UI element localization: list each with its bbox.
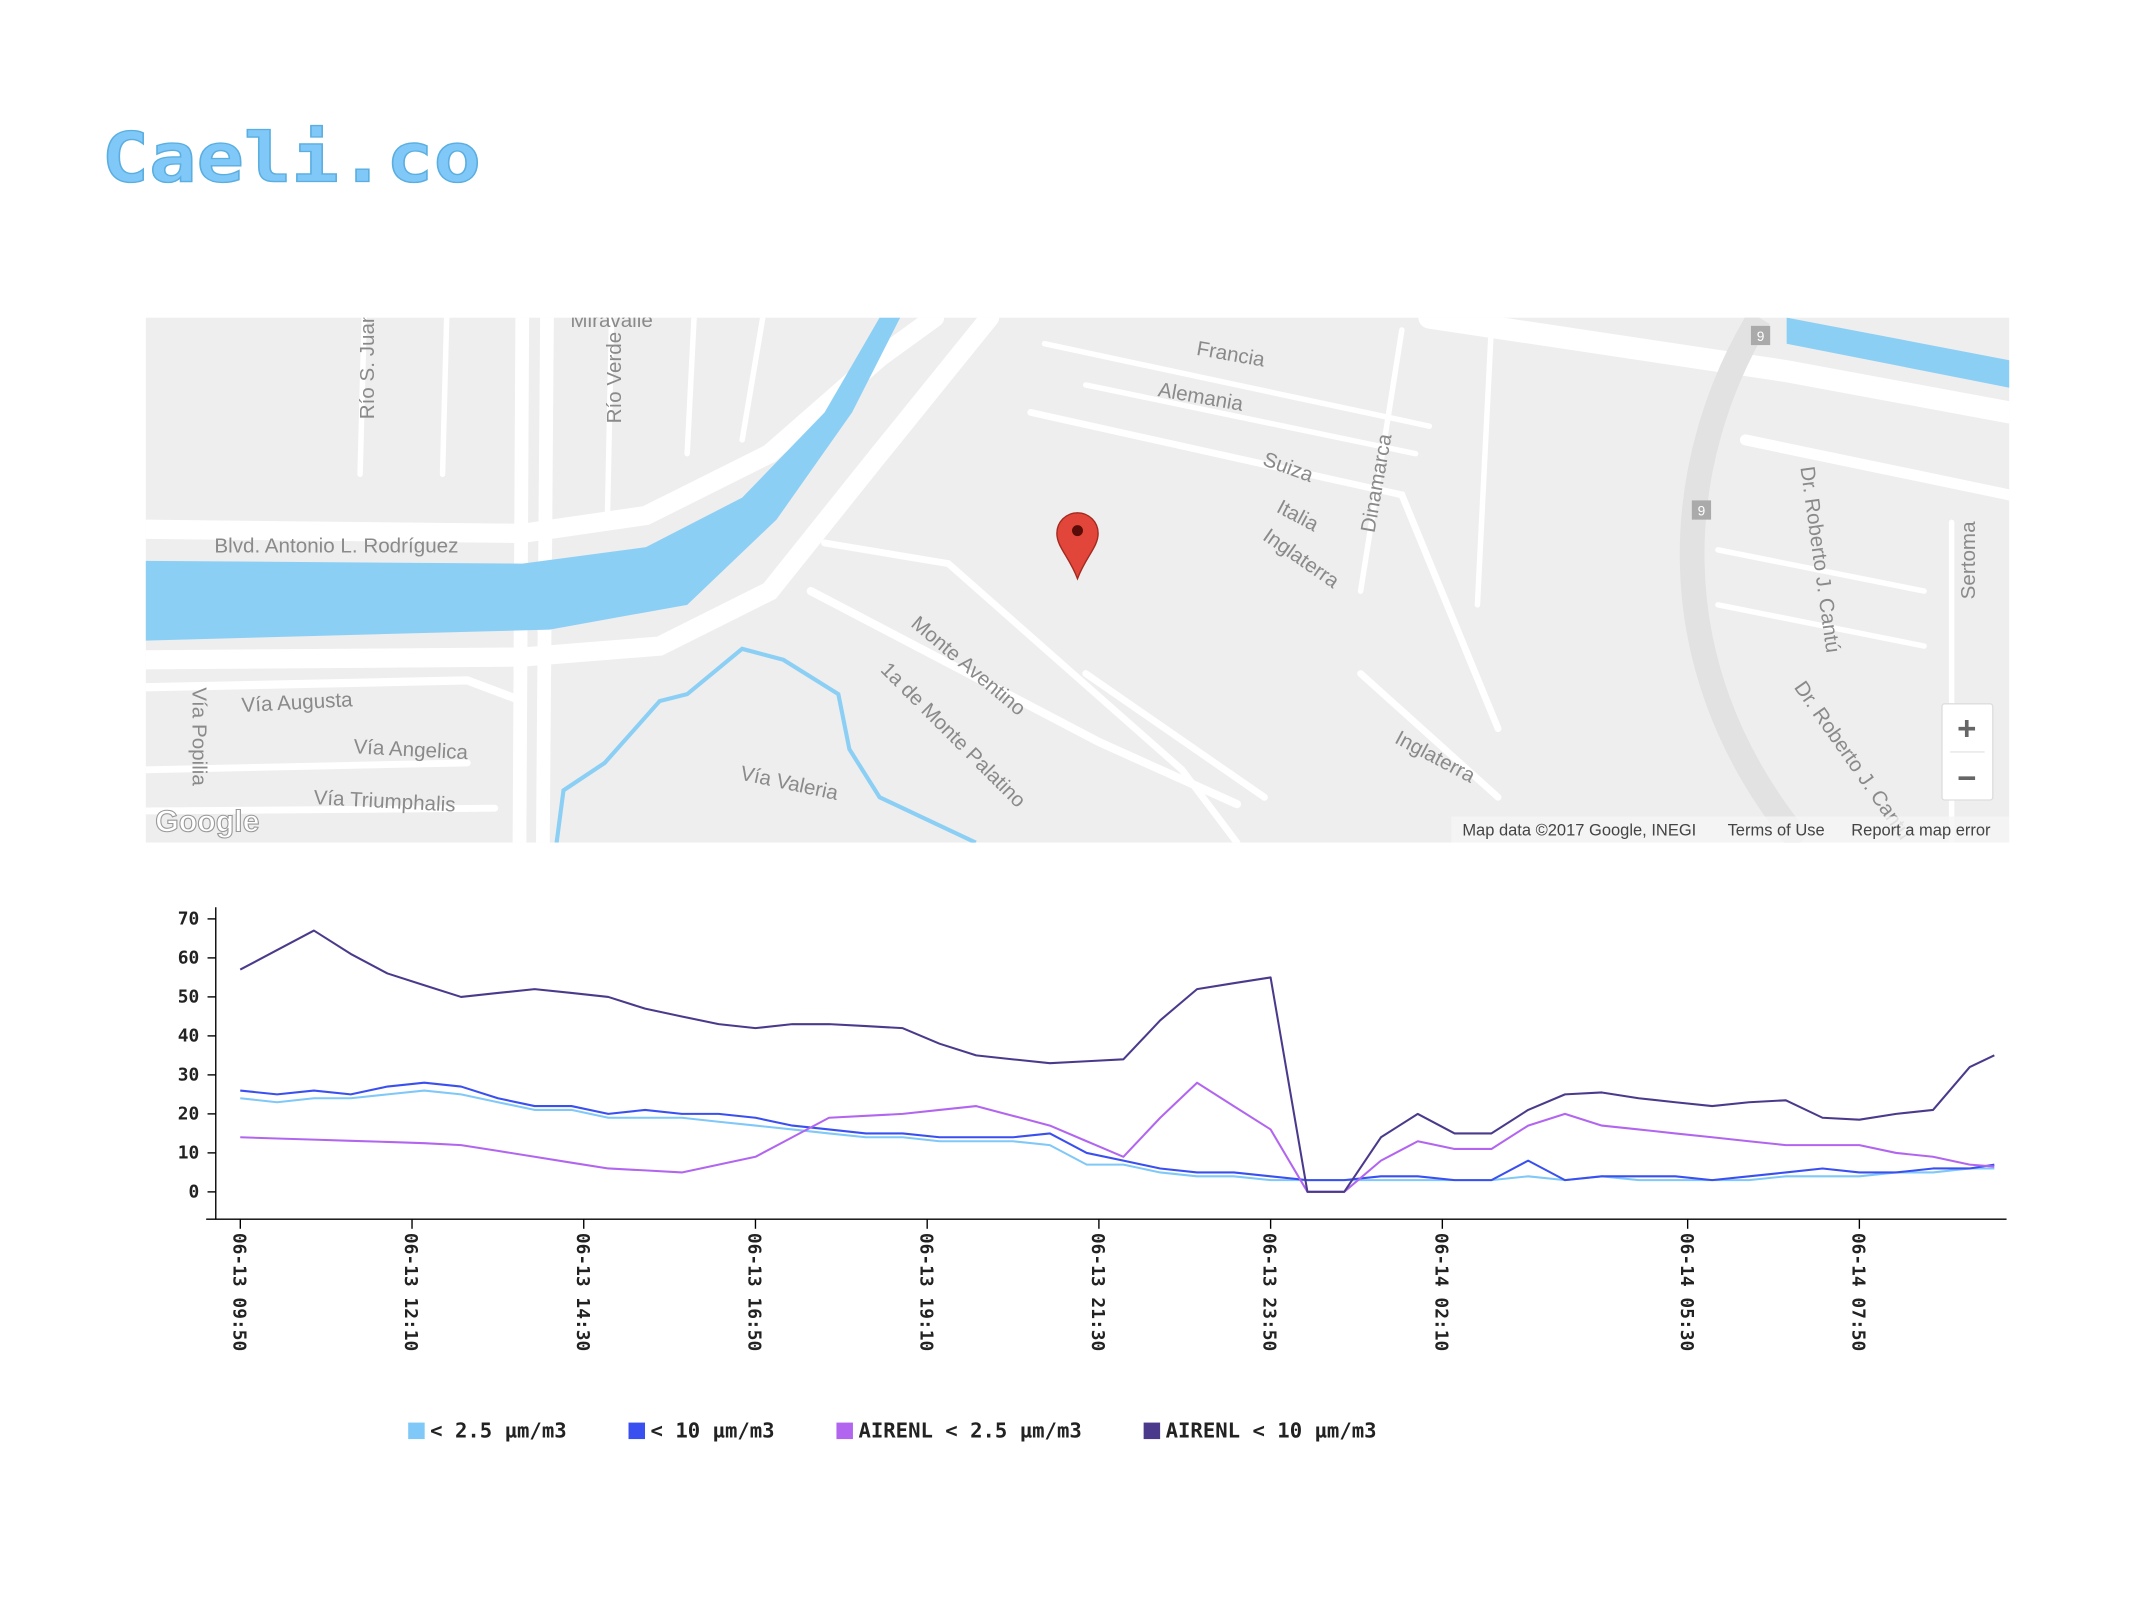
roads: [145, 317, 2010, 843]
zoom-control: + −: [1941, 703, 1994, 801]
legend-label: AIRENL < 10 µm/m3: [1166, 1419, 1377, 1443]
attribution-bar: [1451, 816, 2010, 843]
route-shield: [1750, 325, 1771, 346]
street-label: Blvd. Antonio L. Rodríguez: [214, 535, 458, 558]
series-line: [240, 1081, 1995, 1182]
legend-label: AIRENL < 2.5 µm/m3: [858, 1419, 1081, 1443]
legend-swatch: [408, 1422, 425, 1440]
series-line: [239, 929, 1995, 1193]
x-tick-label: 06-14 02:10: [1430, 1233, 1451, 1351]
route-shield: [1691, 500, 1712, 520]
street-label: Río S. Juan: [356, 312, 379, 420]
x-tick-label: 06-13 19:10: [915, 1233, 936, 1351]
x-tick-label: 06-13 16:50: [744, 1233, 765, 1351]
street-label: Sertoma: [1957, 521, 1980, 599]
terms-link[interactable]: Terms of Use: [1728, 822, 1825, 840]
y-tick-label: 70: [178, 908, 200, 929]
y-tick-label: 10: [178, 1142, 200, 1163]
site-title[interactable]: Caeli.co: [101, 118, 482, 199]
river: [145, 317, 901, 641]
river: [1786, 317, 2010, 388]
marker-pin[interactable]: [1056, 512, 1099, 581]
legend-swatch: [836, 1422, 853, 1440]
legend-swatch: [628, 1422, 646, 1440]
marker-dot: [1071, 525, 1083, 537]
y-tick-label: 50: [178, 986, 200, 1007]
series-line: [240, 1081, 1995, 1193]
zoom-in[interactable]: +: [1957, 710, 1976, 747]
map[interactable]: Río S. Juan Río Verde Miravalle Blvd. An…: [145, 309, 2010, 844]
chart: 0 10 20 30 40 50 60 70 06-13 09:50 06-13 12:10 06-…: [178, 907, 2007, 1443]
street-label: Río Verde: [603, 332, 626, 424]
x-tick-label: 06-13 09:50: [228, 1233, 249, 1351]
x-tick-label: 06-13 21:30: [1087, 1233, 1108, 1351]
zoom-out[interactable]: −: [1957, 759, 1976, 796]
y-tick-label: 60: [178, 947, 200, 968]
legend-label: < 2.5 µm/m3: [430, 1419, 567, 1443]
street-label: Vía Popilia: [187, 687, 210, 786]
street-label: Miravalle: [570, 309, 652, 332]
map-marker[interactable]: [1056, 512, 1099, 581]
y-tick-label: 20: [178, 1103, 200, 1124]
x-tick-label: 06-13 12:10: [400, 1233, 421, 1351]
route-number: 9: [1698, 504, 1706, 519]
y-tick-label: 40: [178, 1025, 200, 1046]
report-link[interactable]: Report a map error: [1851, 822, 1991, 840]
google-logo[interactable]: Google: [155, 805, 260, 839]
map-attribution: Map data ©2017 Google, INEGI: [1462, 822, 1696, 840]
y-tick-label: 30: [178, 1064, 200, 1085]
x-tick-label: 06-13 23:50: [1259, 1233, 1280, 1351]
stream: [554, 646, 977, 843]
x-tick-label: 06-13 14:30: [572, 1233, 593, 1351]
y-tick-label: 0: [189, 1181, 200, 1202]
route-number: 9: [1757, 329, 1765, 344]
x-tick-label: 06-14 05:30: [1676, 1233, 1697, 1351]
x-tick-label: 06-14 07:50: [1847, 1233, 1868, 1351]
legend-label: < 10 µm/m3: [651, 1419, 775, 1443]
legend-swatch: [1143, 1422, 1161, 1440]
